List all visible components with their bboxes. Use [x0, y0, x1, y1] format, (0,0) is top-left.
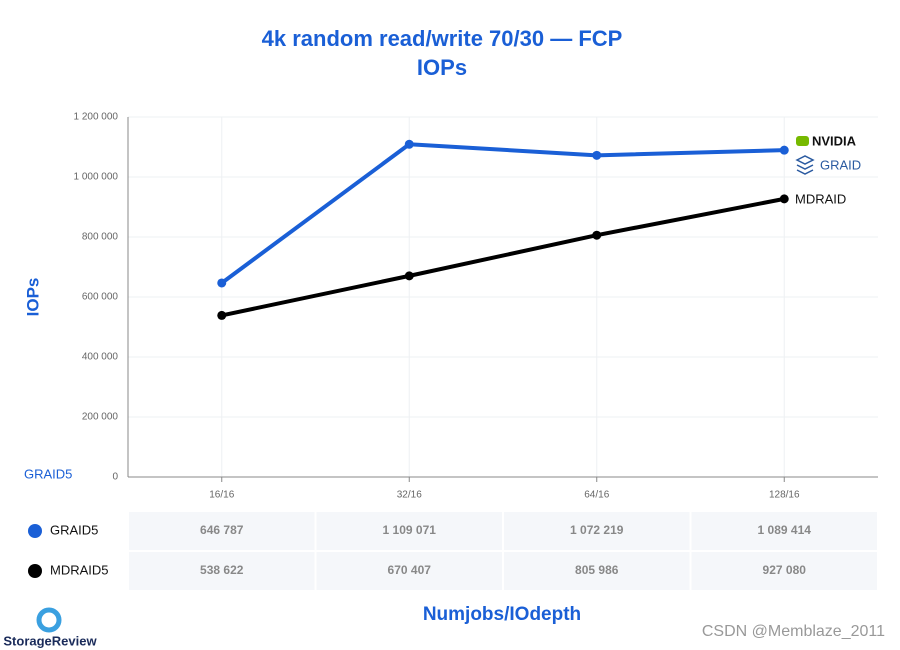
logo-icon	[36, 607, 62, 633]
logo: StorageReview	[3, 633, 97, 648]
legend-marker	[28, 524, 42, 538]
data-point	[779, 194, 789, 204]
annotation: MDRAID	[795, 191, 846, 206]
table-cell	[316, 512, 502, 550]
y-tick-label: 1 000 000	[74, 172, 119, 183]
table-cell	[129, 552, 315, 590]
y-tick-label: 800 000	[82, 232, 119, 243]
chart-subtitle: IOPs	[417, 55, 467, 80]
table-value: 805 986	[575, 563, 619, 577]
y-tick-label: 1 200 000	[74, 112, 119, 123]
data-point	[779, 145, 789, 155]
data-point	[404, 139, 414, 149]
annotation: NVIDIA	[812, 133, 857, 148]
table-cell	[504, 552, 690, 590]
nvidia-icon	[796, 136, 809, 146]
y-tick-label: 600 000	[82, 292, 119, 303]
y-tick-label: 200 000	[82, 412, 119, 423]
graid-icon	[795, 155, 815, 175]
table-cell	[504, 512, 690, 550]
table-value: 1 089 414	[758, 523, 812, 537]
legend-label: GRAID5	[50, 522, 98, 537]
x-tick-label: 32/16	[397, 490, 422, 501]
table-value: 646 787	[200, 523, 244, 537]
series-line	[220, 142, 785, 285]
x-axis-label: Numjobs/IOdepth	[423, 604, 581, 625]
table-cell	[691, 512, 877, 550]
y-tick-label: 0	[112, 472, 118, 483]
annotation: GRAID5	[24, 466, 72, 481]
chart-title: 4k random read/write 70/30 — FCP	[262, 26, 623, 51]
data-point	[592, 230, 602, 240]
table-value: 1 109 071	[383, 523, 437, 537]
table-cell	[691, 552, 877, 590]
table-value: 927 080	[763, 563, 807, 577]
data-point	[217, 278, 227, 288]
y-axis-label: IOPs	[23, 278, 42, 317]
x-tick-label: 64/16	[584, 490, 609, 501]
x-tick-label: 16/16	[209, 490, 234, 501]
data-point	[404, 271, 414, 281]
legend-label: MDRAID5	[50, 562, 109, 577]
legend-marker	[28, 564, 42, 578]
table-cell	[129, 512, 315, 550]
data-point	[217, 310, 227, 320]
x-tick-label: 128/16	[769, 490, 800, 501]
table-value: 1 072 219	[570, 523, 624, 537]
series-line	[221, 196, 785, 318]
y-tick-label: 400 000	[82, 352, 119, 363]
table-value: 538 622	[200, 563, 244, 577]
watermark: CSDN @Memblaze_2011	[702, 623, 885, 640]
data-point	[592, 150, 602, 160]
table-cell	[316, 552, 502, 590]
annotation: GRAID	[820, 157, 861, 172]
table-value: 670 407	[388, 563, 432, 577]
